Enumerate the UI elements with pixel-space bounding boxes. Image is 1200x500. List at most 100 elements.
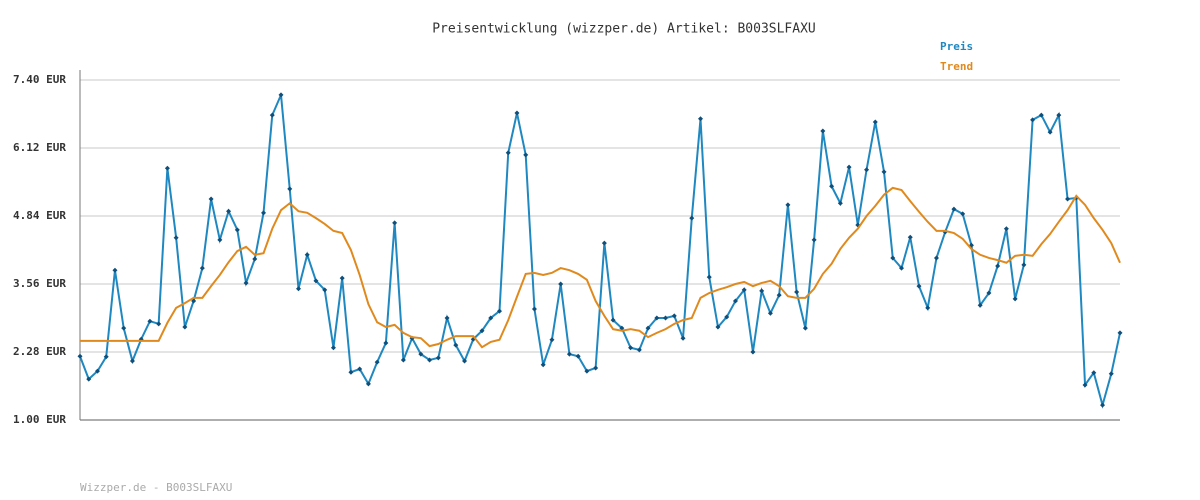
point bbox=[1117, 330, 1123, 336]
point bbox=[488, 315, 494, 321]
point bbox=[191, 298, 197, 304]
point bbox=[479, 328, 485, 334]
point bbox=[680, 335, 686, 341]
point bbox=[1108, 371, 1114, 377]
point bbox=[628, 345, 634, 351]
point bbox=[156, 321, 162, 327]
point bbox=[226, 208, 232, 214]
point bbox=[1065, 196, 1071, 202]
point bbox=[584, 368, 590, 374]
point bbox=[1012, 296, 1018, 302]
point bbox=[129, 358, 135, 364]
point bbox=[1082, 382, 1088, 388]
point bbox=[890, 255, 896, 261]
point bbox=[566, 351, 572, 357]
point bbox=[112, 267, 118, 273]
point bbox=[811, 237, 817, 243]
point bbox=[977, 302, 983, 308]
point bbox=[1056, 112, 1062, 118]
point bbox=[899, 265, 905, 271]
point bbox=[269, 112, 275, 118]
y-tick-label: 6.12 EUR bbox=[13, 141, 66, 154]
point bbox=[453, 342, 459, 348]
point bbox=[295, 286, 301, 292]
point bbox=[732, 298, 738, 304]
point bbox=[147, 318, 153, 324]
point bbox=[540, 362, 546, 368]
point bbox=[715, 324, 721, 330]
chart-title: Preisentwicklung (wizzper.de) Artikel: B… bbox=[432, 22, 816, 37]
point bbox=[357, 366, 363, 372]
point bbox=[374, 359, 380, 365]
point bbox=[741, 287, 747, 293]
point bbox=[663, 315, 669, 321]
legend-label: Preis bbox=[940, 40, 973, 53]
point bbox=[767, 310, 773, 316]
point bbox=[531, 306, 537, 312]
point bbox=[986, 290, 992, 296]
point bbox=[427, 357, 433, 363]
point bbox=[182, 324, 188, 330]
point bbox=[610, 317, 616, 323]
point bbox=[916, 283, 922, 289]
series-line bbox=[80, 186, 1121, 349]
point bbox=[435, 355, 441, 361]
point bbox=[173, 235, 179, 241]
point bbox=[208, 196, 214, 202]
point bbox=[365, 381, 371, 387]
point bbox=[558, 281, 564, 287]
point bbox=[601, 240, 607, 246]
point bbox=[654, 315, 660, 321]
point bbox=[400, 357, 406, 363]
point bbox=[750, 349, 756, 355]
point bbox=[496, 308, 502, 314]
point bbox=[593, 365, 599, 371]
y-tick-label: 2.28 EUR bbox=[13, 345, 66, 358]
point bbox=[1021, 262, 1027, 268]
point bbox=[199, 265, 205, 271]
legend-label: Trend bbox=[940, 60, 973, 73]
point bbox=[995, 263, 1001, 269]
point bbox=[313, 278, 319, 284]
point bbox=[907, 234, 913, 240]
point bbox=[575, 353, 581, 359]
point bbox=[933, 255, 939, 261]
point bbox=[706, 274, 712, 280]
point bbox=[86, 376, 92, 382]
point bbox=[77, 353, 83, 359]
point bbox=[846, 164, 852, 170]
point bbox=[864, 167, 870, 173]
point bbox=[121, 325, 127, 331]
point bbox=[1003, 226, 1009, 232]
point bbox=[759, 288, 765, 294]
point bbox=[698, 116, 704, 122]
y-tick-label: 4.84 EUR bbox=[13, 209, 66, 222]
point bbox=[287, 186, 293, 192]
point bbox=[392, 220, 398, 226]
point bbox=[837, 200, 843, 206]
point bbox=[234, 227, 240, 233]
point bbox=[252, 256, 258, 262]
point bbox=[383, 340, 389, 346]
point bbox=[523, 152, 529, 158]
y-tick-label: 3.56 EUR bbox=[13, 277, 66, 290]
point bbox=[1091, 370, 1097, 376]
point bbox=[724, 314, 730, 320]
point bbox=[322, 287, 328, 293]
point bbox=[103, 354, 109, 360]
y-tick-label: 7.40 EUR bbox=[13, 73, 66, 86]
point bbox=[94, 368, 100, 374]
point bbox=[794, 289, 800, 295]
point bbox=[330, 345, 336, 351]
point bbox=[304, 252, 310, 258]
point bbox=[689, 215, 695, 221]
point bbox=[776, 292, 782, 298]
point bbox=[444, 315, 450, 321]
point bbox=[645, 325, 651, 331]
point bbox=[261, 210, 267, 216]
point bbox=[960, 211, 966, 217]
point bbox=[348, 369, 354, 375]
